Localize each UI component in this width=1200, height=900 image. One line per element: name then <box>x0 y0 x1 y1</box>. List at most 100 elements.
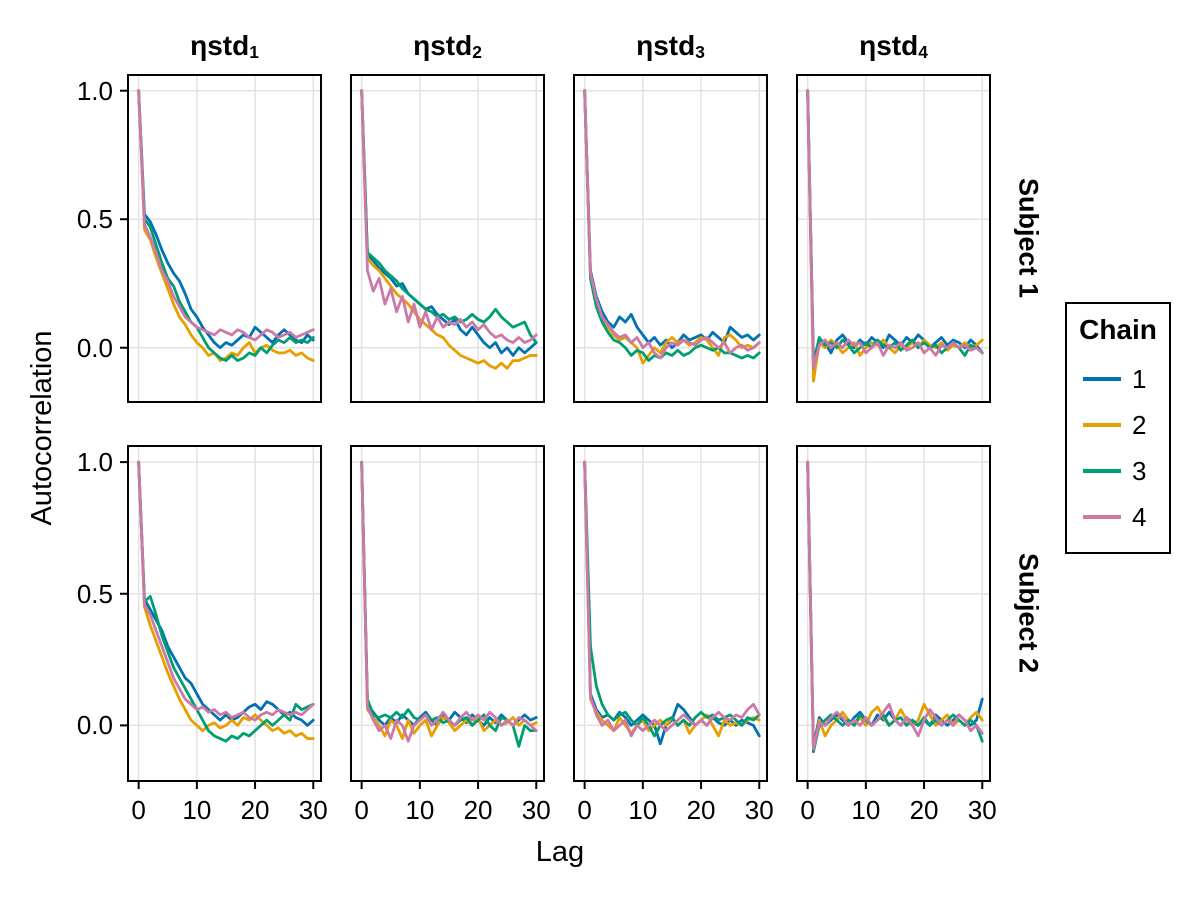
panel-subject1-etastd4 <box>796 74 991 403</box>
chain-2-autocorrelation-line <box>806 89 984 383</box>
facet-column-title-2: ηstd2 <box>350 29 545 69</box>
chain-4-autocorrelation-line <box>360 89 538 345</box>
chain-3-autocorrelation-line <box>806 89 984 365</box>
chain-4-autocorrelation-line <box>583 460 761 738</box>
x-tick-label: 10 <box>182 795 212 825</box>
facet-row-label-subject-2: Subject 2 <box>1013 552 1044 674</box>
chain-2-autocorrelation-line <box>583 460 761 738</box>
panel-subject1-etastd3 <box>573 74 768 403</box>
x-tick-label: 20 <box>240 795 270 825</box>
chain-2-autocorrelation-line <box>806 460 984 754</box>
panel-frame <box>350 74 545 403</box>
y-tick-label: 1.0 <box>76 447 113 478</box>
y-axis-label: Autocorrelation <box>26 330 58 526</box>
y-tick-label: 0.5 <box>76 204 113 235</box>
chain-3-autocorrelation-line <box>137 460 315 743</box>
chain-1-autocorrelation-line <box>806 89 984 362</box>
facet-column-title-subscript: 3 <box>695 42 705 63</box>
facet-column-title-4: ηstd4 <box>796 29 991 69</box>
panel-frame <box>796 74 991 403</box>
legend-entries: 1 2 3 4 <box>1067 356 1169 540</box>
chain-4-autocorrelation-line <box>360 460 538 743</box>
x-tick-label: 30 <box>521 795 551 825</box>
legend-entry-label: 4 <box>1132 502 1147 532</box>
legend-entry-label: 1 <box>1132 364 1147 394</box>
x-tick-label: 30 <box>744 795 774 825</box>
panel-frame <box>127 445 322 782</box>
chain-4-autocorrelation-line <box>583 89 761 360</box>
chain-2-autocorrelation-line <box>137 460 315 740</box>
facet-column-title-subscript: 1 <box>249 42 259 63</box>
facet-column-title-base: ηstd <box>636 30 696 61</box>
facet-column-title-1: ηstd1 <box>127 29 322 69</box>
x-tick-label: 20 <box>686 795 716 825</box>
panel-frame <box>350 445 545 782</box>
panel-subject1-etastd1 <box>120 74 322 403</box>
x-tick-label: 0 <box>131 795 146 825</box>
y-tick-label: 0.0 <box>76 710 113 741</box>
x-tick-label: 20 <box>909 795 939 825</box>
legend-title: Chain <box>1079 314 1157 345</box>
x-tick-label: 0 <box>354 795 369 825</box>
chain-1-autocorrelation-line <box>806 460 984 748</box>
chain-3-autocorrelation-line <box>806 460 984 754</box>
chain-3-line-swatch <box>1083 469 1121 473</box>
facet-column-title-subscript: 2 <box>472 42 482 63</box>
chain-2-line-swatch <box>1083 423 1121 427</box>
chain-4-autocorrelation-line <box>137 460 315 722</box>
chain-2-autocorrelation-line <box>360 89 538 370</box>
panel-subject1-etastd2 <box>350 74 545 403</box>
x-tick-label: 10 <box>405 795 435 825</box>
x-tick-label: 30 <box>298 795 328 825</box>
legend-entry-label: 2 <box>1132 410 1147 440</box>
panel-frame <box>573 445 768 782</box>
panel-frame <box>127 74 322 403</box>
chain-2-autocorrelation-line <box>360 460 538 740</box>
facet-column-title-base: ηstd <box>859 30 919 61</box>
panel-subject2-etastd4 <box>796 445 991 789</box>
chain-4-line-swatch <box>1083 515 1121 519</box>
legend-entry-chain-4: 4 <box>1067 494 1169 540</box>
legend-entry-chain-3: 3 <box>1067 448 1169 494</box>
chain-4-autocorrelation-line <box>806 89 984 370</box>
chain-4-autocorrelation-line <box>806 460 984 751</box>
panel-frame <box>573 74 768 403</box>
panel-frame <box>796 445 991 782</box>
chain-1-autocorrelation-line <box>583 460 761 746</box>
chain-2-autocorrelation-line <box>583 89 761 365</box>
y-tick-label: 0.5 <box>76 578 113 609</box>
chain-1-autocorrelation-line <box>360 89 538 357</box>
panel-subject2-etastd3 <box>573 445 768 789</box>
chain-1-autocorrelation-line <box>137 89 315 350</box>
legend-entry-chain-1: 1 <box>1067 356 1169 402</box>
x-tick-label: 0 <box>577 795 592 825</box>
x-tick-label: 20 <box>463 795 493 825</box>
x-axis-label: Lag <box>535 836 585 868</box>
chain-3-autocorrelation-line <box>360 460 538 748</box>
panel-subject2-etastd2 <box>350 445 545 789</box>
chain-3-autocorrelation-line <box>583 460 761 738</box>
y-tick-label: 1.0 <box>76 75 113 106</box>
y-tick-label: 0.0 <box>76 332 113 363</box>
chain-1-autocorrelation-line <box>583 89 761 350</box>
panel-subject2-etastd1 <box>120 445 322 789</box>
x-tick-label: 10 <box>628 795 658 825</box>
chain-3-autocorrelation-line <box>137 89 315 362</box>
legend-entry-label: 3 <box>1132 456 1147 486</box>
chain-3-autocorrelation-line <box>360 89 538 345</box>
chain-legend: Chain 1 2 3 4 <box>1065 302 1171 554</box>
chain-2-autocorrelation-line <box>137 89 315 362</box>
legend-entry-chain-2: 2 <box>1067 402 1169 448</box>
facet-column-title-base: ηstd <box>413 30 473 61</box>
facet-row-label-subject-1: Subject 1 <box>1013 177 1044 299</box>
facet-column-title-3: ηstd3 <box>573 29 768 69</box>
facet-column-title-subscript: 4 <box>918 42 928 63</box>
x-tick-label: 10 <box>851 795 881 825</box>
chain-4-autocorrelation-line <box>137 89 315 342</box>
chain-1-line-swatch <box>1083 377 1121 381</box>
x-tick-label: 0 <box>800 795 815 825</box>
facet-column-title-base: ηstd <box>190 30 250 61</box>
x-tick-label: 30 <box>967 795 997 825</box>
chain-3-autocorrelation-line <box>583 89 761 362</box>
